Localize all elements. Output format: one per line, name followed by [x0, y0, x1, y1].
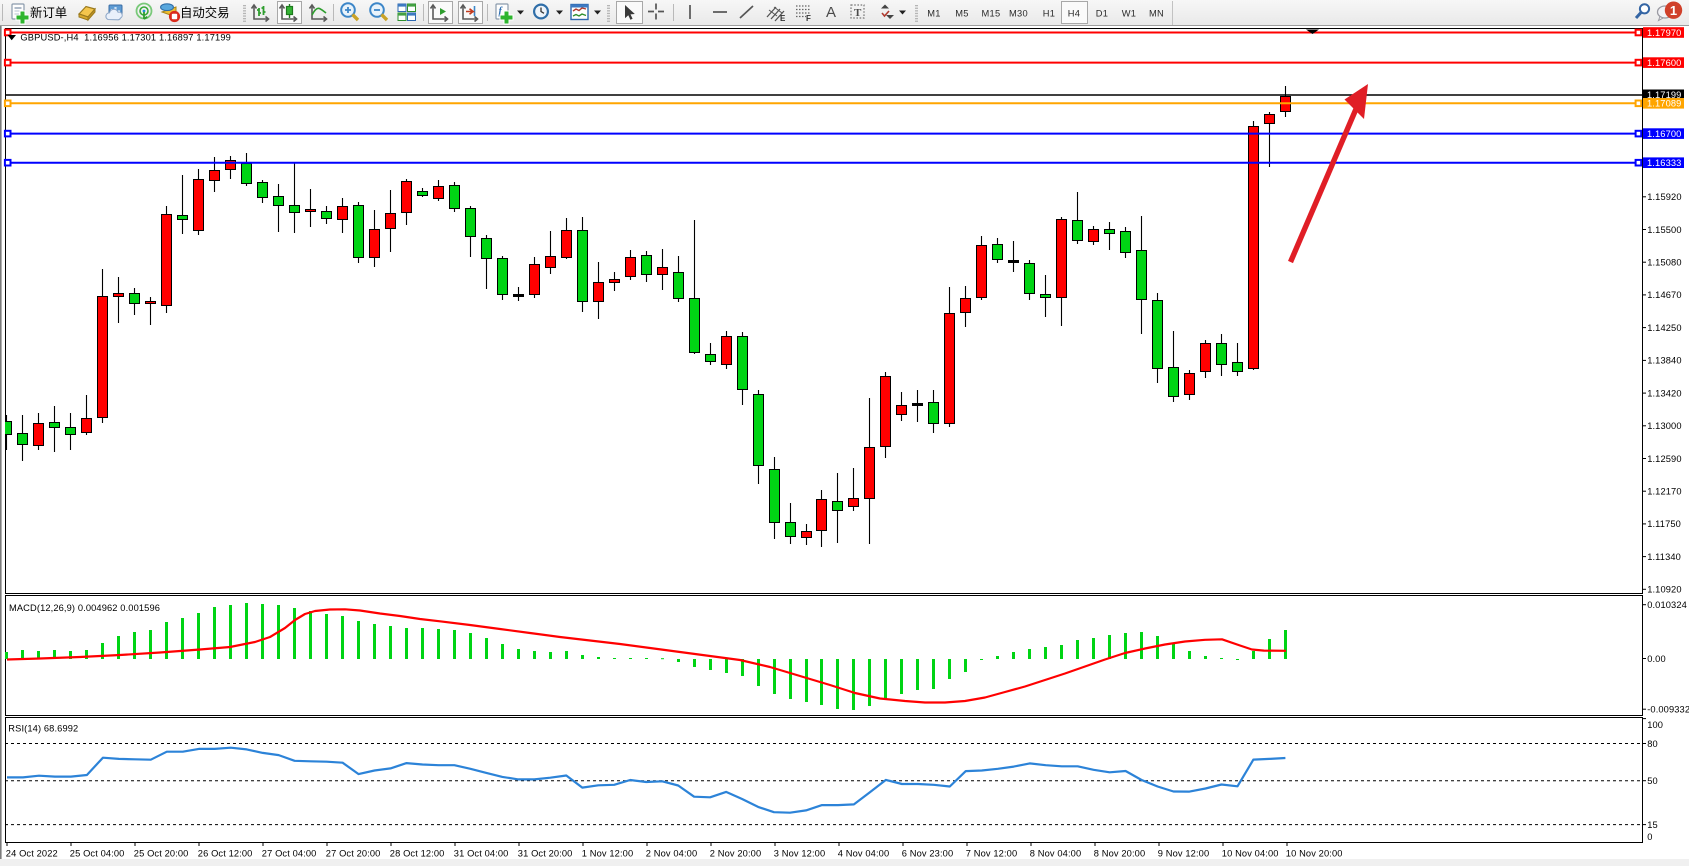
svg-text:f: f: [499, 6, 504, 17]
svg-text:H1: H1: [1043, 9, 1055, 19]
svg-text:T: T: [854, 7, 862, 19]
svg-text:自动交易: 自动交易: [180, 5, 230, 20]
svg-text:-0.009332: -0.009332: [1647, 705, 1689, 715]
svg-text:28 Oct 12:00: 28 Oct 12:00: [390, 849, 445, 859]
svg-text:15: 15: [1647, 820, 1658, 830]
svg-text:100: 100: [1647, 720, 1663, 730]
svg-text:26 Oct 12:00: 26 Oct 12:00: [198, 849, 253, 859]
svg-text:1 Nov 12:00: 1 Nov 12:00: [582, 849, 633, 859]
svg-text:1.16700: 1.16700: [1647, 129, 1681, 139]
svg-text:1.14670: 1.14670: [1647, 290, 1681, 300]
svg-text:8 Nov 20:00: 8 Nov 20:00: [1094, 849, 1145, 859]
svg-text:1.15500: 1.15500: [1647, 225, 1681, 235]
svg-text:1.12170: 1.12170: [1647, 487, 1681, 497]
svg-text:0: 0: [1647, 832, 1652, 842]
svg-text:A: A: [826, 4, 836, 21]
svg-text:27 Oct 04:00: 27 Oct 04:00: [262, 849, 317, 859]
svg-text:M1: M1: [927, 9, 941, 19]
svg-text:25 Oct 20:00: 25 Oct 20:00: [134, 849, 189, 859]
svg-text:4 Nov 04:00: 4 Nov 04:00: [838, 849, 889, 859]
svg-text:1.10920: 1.10920: [1647, 585, 1681, 595]
svg-text:1.13420: 1.13420: [1647, 388, 1681, 398]
svg-text:50: 50: [1647, 776, 1658, 786]
svg-text:3 Nov 12:00: 3 Nov 12:00: [774, 849, 825, 859]
svg-text:31 Oct 04:00: 31 Oct 04:00: [454, 849, 509, 859]
svg-text:1.16333: 1.16333: [1647, 158, 1681, 168]
svg-text:27 Oct 20:00: 27 Oct 20:00: [326, 849, 381, 859]
svg-text:D1: D1: [1096, 9, 1108, 19]
svg-text:F: F: [806, 14, 811, 23]
svg-text:10 Nov 04:00: 10 Nov 04:00: [1222, 849, 1279, 859]
svg-text:W1: W1: [1122, 9, 1137, 19]
svg-text:6 Nov 23:00: 6 Nov 23:00: [902, 849, 953, 859]
svg-text:25 Oct 04:00: 25 Oct 04:00: [70, 849, 125, 859]
svg-text:E: E: [780, 14, 786, 23]
svg-text:8 Nov 04:00: 8 Nov 04:00: [1030, 849, 1081, 859]
svg-text:M5: M5: [955, 9, 969, 19]
svg-text:80: 80: [1647, 739, 1658, 749]
svg-text:MN: MN: [1149, 9, 1164, 19]
svg-text:10 Nov 20:00: 10 Nov 20:00: [1286, 849, 1343, 859]
svg-text:1.17600: 1.17600: [1647, 58, 1681, 68]
svg-text:1.17089: 1.17089: [1647, 99, 1681, 109]
svg-text:GBPUSD-,H4 1.16956 1.17301 1.: GBPUSD-,H4 1.16956 1.17301 1.16897 1.171…: [20, 33, 231, 43]
svg-text:1.11340: 1.11340: [1647, 552, 1681, 562]
svg-text:0.00: 0.00: [1647, 654, 1666, 664]
svg-text:24 Oct 2022: 24 Oct 2022: [6, 849, 58, 859]
svg-text:1.13000: 1.13000: [1647, 421, 1681, 431]
svg-text:1.12590: 1.12590: [1647, 454, 1681, 464]
svg-text:H4: H4: [1068, 9, 1080, 19]
svg-text:1.13840: 1.13840: [1647, 356, 1681, 366]
svg-text:0.010324: 0.010324: [1647, 600, 1687, 610]
svg-text:9 Nov 12:00: 9 Nov 12:00: [1158, 849, 1209, 859]
svg-text:M15: M15: [982, 9, 1001, 19]
svg-text:1: 1: [1670, 3, 1677, 18]
svg-text:M30: M30: [1009, 9, 1028, 19]
svg-text:1.14250: 1.14250: [1647, 323, 1681, 333]
svg-text:1.15920: 1.15920: [1647, 192, 1681, 202]
svg-text:RSI(14) 68.6992: RSI(14) 68.6992: [8, 724, 78, 734]
svg-text:2 Nov 20:00: 2 Nov 20:00: [710, 849, 761, 859]
svg-text:MACD(12,26,9) 0.004962 0.00159: MACD(12,26,9) 0.004962 0.001596: [9, 603, 160, 613]
svg-text:1.17970: 1.17970: [1647, 28, 1681, 38]
svg-text:1.17199: 1.17199: [1647, 90, 1681, 100]
svg-text:7 Nov 12:00: 7 Nov 12:00: [966, 849, 1017, 859]
svg-text:新订单: 新订单: [30, 5, 67, 20]
svg-text:31 Oct 20:00: 31 Oct 20:00: [518, 849, 573, 859]
svg-text:2 Nov 04:00: 2 Nov 04:00: [646, 849, 697, 859]
svg-text:1.15080: 1.15080: [1647, 258, 1681, 268]
svg-text:1.11750: 1.11750: [1647, 519, 1681, 529]
